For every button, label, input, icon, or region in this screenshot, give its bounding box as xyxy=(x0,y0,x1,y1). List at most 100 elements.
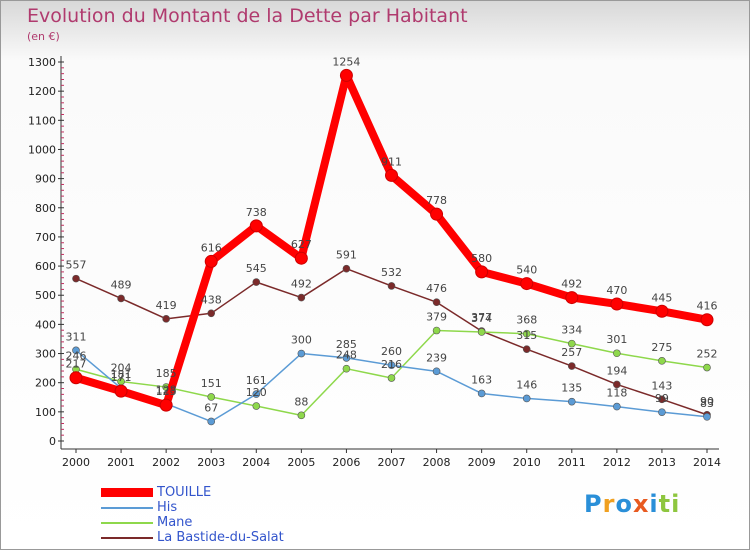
y-tick-label: 1200 xyxy=(28,85,56,98)
data-label-mane: 246 xyxy=(66,349,87,362)
data-point-his xyxy=(522,394,531,403)
data-label-la-bastide-du-salat: 377 xyxy=(471,311,492,324)
data-point-his xyxy=(477,389,486,398)
data-point-mane xyxy=(477,328,486,336)
data-label-la-bastide-du-salat: 489 xyxy=(111,278,132,291)
data-label-la-bastide-du-salat: 532 xyxy=(381,266,402,279)
data-point-mane xyxy=(207,393,216,401)
logo-letter: t xyxy=(658,490,672,518)
data-label-mane: 204 xyxy=(111,362,132,375)
data-point-la-bastide-du-salat xyxy=(613,380,621,389)
data-label-his: 300 xyxy=(291,334,312,347)
x-tick-label: 2006 xyxy=(332,456,360,469)
y-tick-label: 200 xyxy=(35,377,56,390)
data-point-mane xyxy=(252,402,261,410)
data-label-touille: 1254 xyxy=(332,55,360,68)
data-point-his xyxy=(342,354,351,362)
x-tick-label: 2005 xyxy=(287,456,315,469)
y-tick-label: 800 xyxy=(35,202,56,215)
data-label-mane: 301 xyxy=(606,333,627,346)
axes: 0 100 200 300 400 500 600 700 800 900 1000 1100 1200… xyxy=(28,56,721,469)
legend-swatch-la-bastide xyxy=(101,537,153,539)
data-point-la-bastide-du-salat xyxy=(162,315,170,323)
x-tick-label: 2013 xyxy=(648,456,676,469)
legend-swatch-touille xyxy=(101,488,153,497)
data-point-mane xyxy=(342,364,351,373)
data-label-touille: 217 xyxy=(66,358,87,371)
data-point-touille xyxy=(700,313,714,327)
data-point-touille xyxy=(249,219,263,233)
data-label-his: 239 xyxy=(426,351,447,364)
data-point-la-bastide-du-salat xyxy=(567,362,576,370)
data-label-his: 161 xyxy=(246,374,267,387)
data-point-mane xyxy=(297,411,306,420)
data-point-touille xyxy=(565,291,579,305)
logo-letter: x xyxy=(632,490,650,518)
data-point-la-bastide-du-salat xyxy=(252,278,261,286)
x-tick-label: 2003 xyxy=(197,456,225,469)
x-tick-label: 2001 xyxy=(107,456,135,469)
x-tick-label: 2002 xyxy=(152,456,180,469)
logo-letter: P xyxy=(584,490,603,518)
logo-letter: i xyxy=(649,490,659,518)
x-tick-label: 2004 xyxy=(242,456,270,469)
y-tick-label: 600 xyxy=(35,260,56,273)
data-point-touille xyxy=(520,277,534,291)
data-point-touille xyxy=(385,168,398,182)
data-label-his: 67 xyxy=(204,401,218,414)
y-tick-label: 300 xyxy=(35,348,56,361)
y-tick-label: 1300 xyxy=(28,56,56,69)
data-point-la-bastide-du-salat xyxy=(72,274,80,283)
x-tick-label: 2010 xyxy=(513,456,541,469)
data-label-la-bastide-du-salat: 438 xyxy=(201,293,222,306)
data-label-la-bastide-du-salat: 257 xyxy=(561,346,582,359)
data-label-his: 285 xyxy=(336,338,357,351)
data-point-mane xyxy=(613,349,621,358)
x-tick-label: 2008 xyxy=(423,456,451,469)
data-label-his: 311 xyxy=(66,330,87,343)
data-label-la-bastide-du-salat: 315 xyxy=(516,329,537,342)
data-labels: 557 489 419 438 545 492 591 532 476 377 315 257 194 1… xyxy=(66,55,718,414)
data-point-his xyxy=(567,397,576,406)
legend-label-touille: TOUILLE xyxy=(157,485,212,500)
x-tick-label: 2011 xyxy=(558,456,586,469)
y-tick-label: 1100 xyxy=(28,114,56,127)
data-label-la-bastide-du-salat: 143 xyxy=(651,379,672,392)
data-label-his: 163 xyxy=(471,373,492,386)
y-tick-label: 700 xyxy=(35,231,56,244)
data-label-mane: 120 xyxy=(246,386,267,399)
data-label-touille: 911 xyxy=(381,155,402,168)
data-point-his xyxy=(658,408,666,416)
data-label-his: 99 xyxy=(655,392,669,405)
data-label-touille: 778 xyxy=(426,194,447,207)
data-point-his xyxy=(613,402,621,411)
data-label-his: 83 xyxy=(700,397,714,410)
data-label-touille: 445 xyxy=(651,291,672,304)
data-label-mane: 252 xyxy=(697,348,718,361)
data-label-touille: 492 xyxy=(561,278,582,291)
data-label-la-bastide-du-salat: 492 xyxy=(291,278,312,291)
data-point-mane xyxy=(522,329,531,338)
data-label-la-bastide-du-salat: 194 xyxy=(606,364,627,377)
data-point-la-bastide-du-salat xyxy=(117,294,125,303)
data-label-la-bastide-du-salat: 545 xyxy=(246,262,267,275)
legend-label-mane: Mane xyxy=(157,515,193,530)
data-label-mane: 216 xyxy=(381,358,402,371)
data-label-mane: 185 xyxy=(156,367,177,380)
data-point-his xyxy=(703,413,711,421)
legend-swatch-his xyxy=(101,507,153,509)
data-point-his xyxy=(387,361,396,370)
data-point-his xyxy=(72,346,80,355)
data-label-la-bastide-du-salat: 419 xyxy=(156,299,177,312)
data-point-his xyxy=(207,417,216,426)
logo-letter: r xyxy=(602,490,616,518)
data-point-touille xyxy=(204,254,218,268)
data-point-touille xyxy=(114,384,128,398)
data-label-la-bastide-du-salat: 591 xyxy=(336,249,357,262)
data-point-la-bastide-du-salat xyxy=(432,298,441,307)
y-tick-label: 400 xyxy=(35,318,56,331)
data-point-mane xyxy=(432,326,441,335)
data-label-la-bastide-du-salat: 90 xyxy=(700,395,714,408)
